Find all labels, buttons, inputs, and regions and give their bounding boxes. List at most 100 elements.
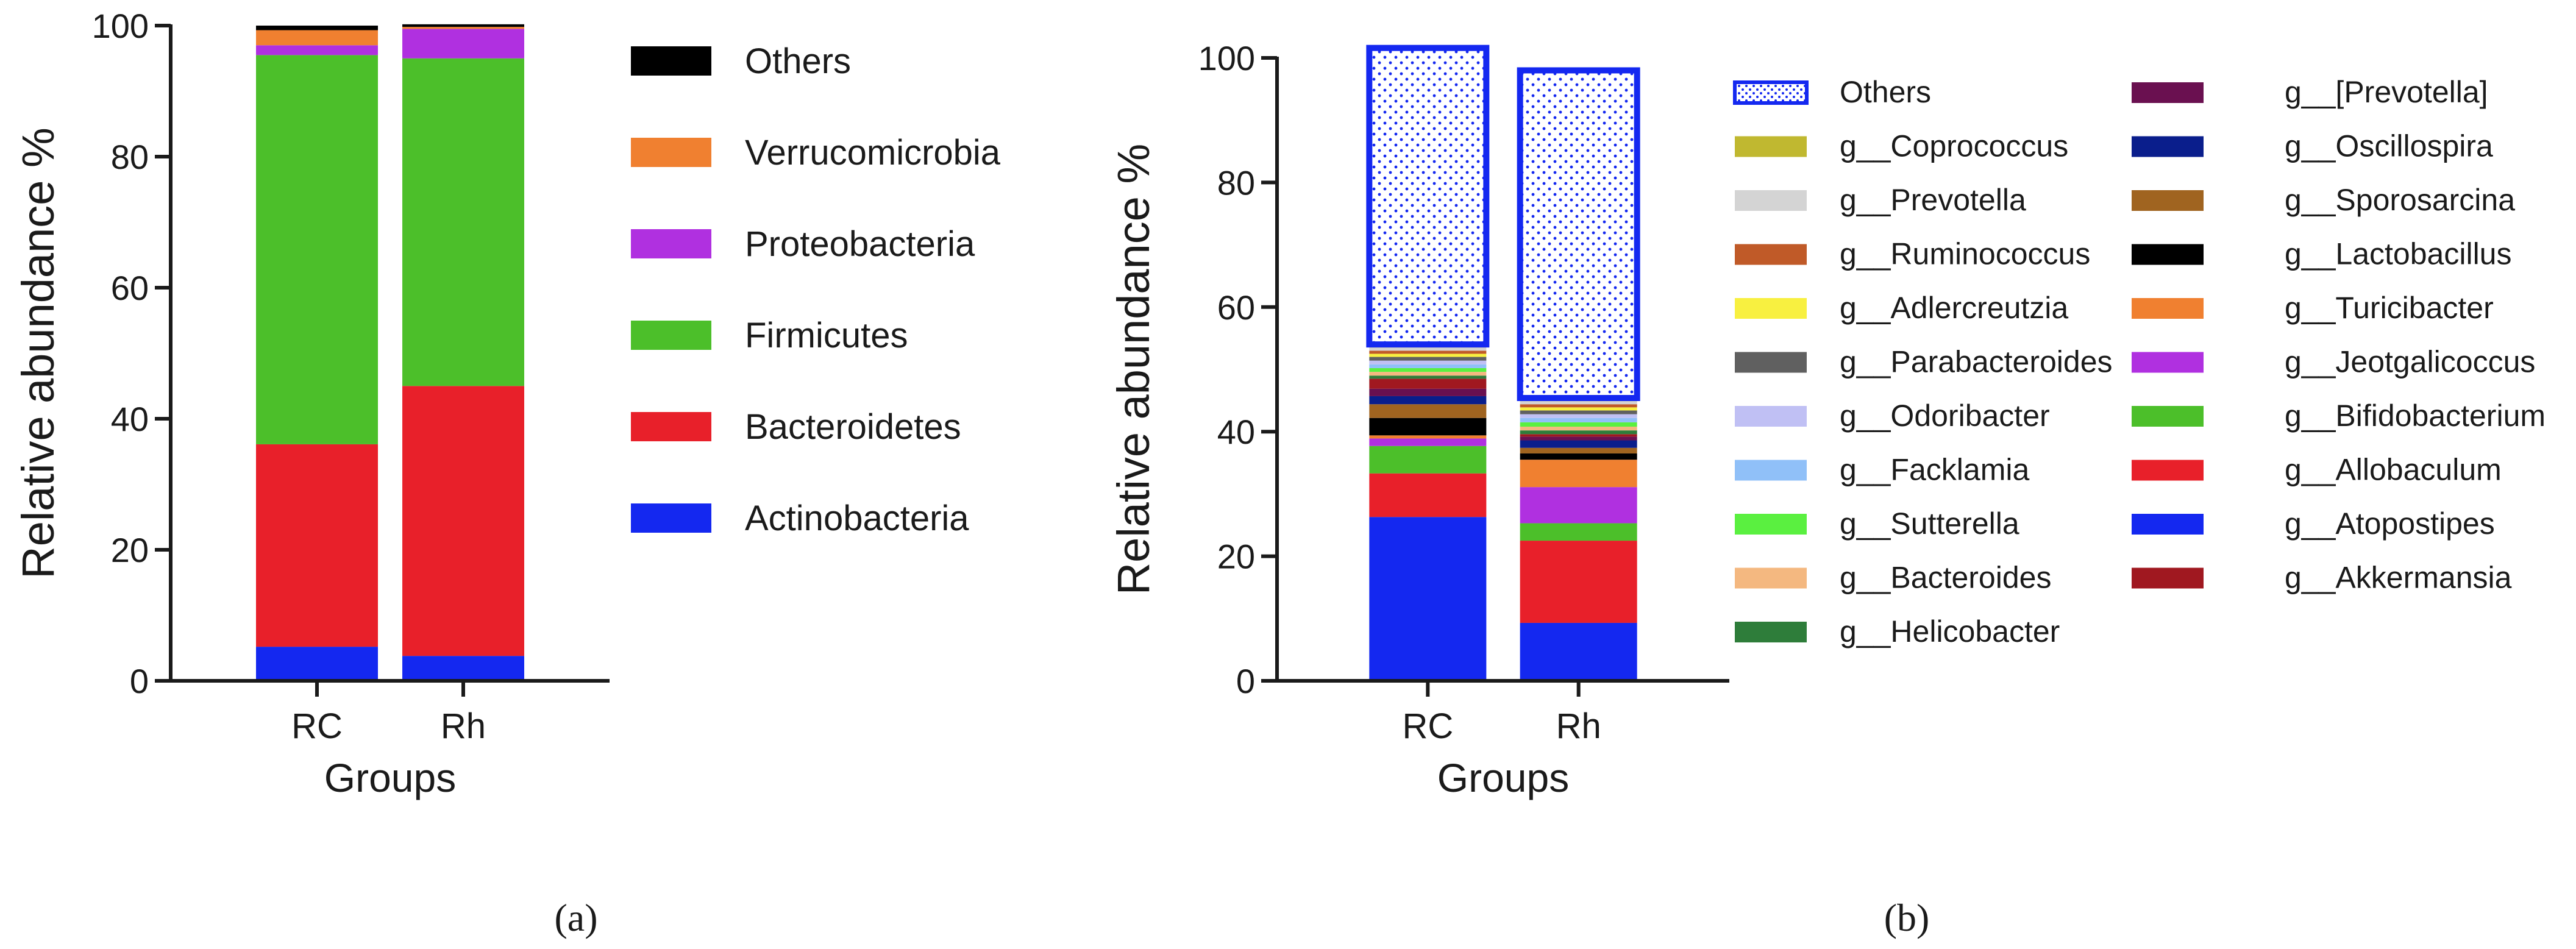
bar-rc-g-bifidobacterium [1369,446,1487,474]
bar-rc-g-helicobacter [1369,375,1487,379]
legend-swatch-g-prevotella [2132,82,2204,103]
legend-swatch-g-facklamia [1735,460,1807,481]
bar-rh-g-sutterella [1520,422,1637,427]
x-tick-label-rh: Rh [1556,706,1601,746]
y-tick-label-60: 60 [1217,288,1255,327]
bar-rh-g-sporosarcina [1520,447,1637,453]
y-tick-label-40: 40 [111,400,149,438]
bar-rc-proteobacteria [256,45,378,55]
bar-rc-g-facklamia [1369,364,1487,368]
bar-rh-g-atopostipes [1520,622,1637,681]
y-tick-label-100: 100 [92,7,149,45]
bar-rc-g-allobaculum [1369,473,1487,517]
bar-rh-g-helicobacter [1520,430,1637,435]
y-tick-label-80: 80 [1217,163,1255,202]
panel-label-b: (b) [1884,896,1930,939]
legend-swatch-g-lactobacillus [2132,244,2204,265]
bar-rc-g-turicibacter [1369,435,1487,439]
legend-label-g-allobaculum: g__Allobaculum [2285,453,2502,487]
legend-label-g-parabacteroides: g__Parabacteroides [1840,345,2113,379]
legend-label-others: Others [745,41,851,81]
legend-label-g-oscillospira: g__Oscillospira [2285,129,2493,163]
bar-rc-g-akkermansia [1369,379,1487,389]
y-tick-label-0: 0 [1236,662,1255,700]
legend-label-actinobacteria: Actinobacteria [745,499,969,538]
legend-label-proteobacteria: Proteobacteria [745,224,975,264]
bar-rc-others [1366,44,1490,348]
bar-rc-g-bacteroides [1369,372,1487,376]
legend-swatch-g-odoribacter [1735,406,1807,427]
bar-rc-g-atopostipes [1369,517,1487,681]
bar-rh-bacteroidetes [402,386,524,656]
legend-swatch-g-jeotgalicoccus [2132,352,2204,373]
legend-swatch-actinobacteria [631,503,711,533]
chart-b: 0 20 40 60 80 100 RC Rh Groups Relative abundance… [1108,39,2546,800]
legend-label-g-coprococcus: g__Coprococcus [1840,129,2068,163]
legend-swatch-g-turicibacter [2132,298,2204,319]
bar-rh-g-oscillospira [1520,440,1637,448]
legend-label-g-jeotgalicoccus: g__Jeotgalicoccus [2285,345,2535,379]
legend-swatch-others [631,46,711,76]
legend-label-verrucomicrobia: Verrucomicrobia [745,133,1001,172]
x-tick-label-rh: Rh [441,706,486,746]
bar-rh-g-ruminococcus [1520,404,1637,408]
y-axis-label: Relative abundance % [1108,144,1159,595]
legend-swatch-g-prevotella [1735,190,1807,211]
legend-swatch-proteobacteria [631,229,711,258]
y-tick-label-40: 40 [1217,413,1255,451]
bar-rc-verrucomicrobia [256,30,378,46]
y-tick-label-80: 80 [111,138,149,176]
legend-label-others: Others [1840,75,1931,109]
bar-rc-firmicutes [256,55,378,444]
legend-label-g-akkermansia: g__Akkermansia [2285,561,2512,595]
bar-rc-g-lactobacillus [1369,418,1487,436]
legend-swatch-g-sporosarcina [2132,190,2204,211]
bar-rc-g-sporosarcina [1369,404,1487,418]
bar-rh-others [1517,67,1640,402]
legend-swatch-g-bacteroides [1735,567,1807,589]
legend-label-g-sporosarcina: g__Sporosarcina [2285,183,2515,217]
bar-rc-g-prevotella [1369,388,1487,396]
legend-swatch-g-oscillospira [2132,136,2204,157]
legend-label-g-odoribacter: g__Odoribacter [1840,399,2050,433]
x-tick-label-rc: RC [291,706,343,746]
legend-label-g-bifidobacterium: g__Bifidobacterium [2285,399,2546,433]
chart-a: 0 20 40 60 80 100 RC Rh Groups Relative abundance… [13,7,1001,800]
legend-swatch-g-allobaculum [2132,460,2204,481]
y-tick-label-0: 0 [130,662,149,700]
bar-rh-g-akkermansia [1520,434,1637,437]
y-tick-label-60: 60 [111,269,149,307]
legend-label-g-turicibacter: g__Turicibacter [2285,291,2494,325]
bar-rh-g-bifidobacterium [1520,523,1637,541]
legend-label-g-helicobacter: g__Helicobacter [1840,614,2060,649]
legend-label-bacteroidetes: Bacteroidetes [745,407,961,447]
bar-rc-g-sutterella [1369,368,1487,372]
legend-swatch-verrucomicrobia [631,138,711,167]
y-tick-label-20: 20 [1217,538,1255,576]
bar-rh-g-odoribacter [1520,414,1637,418]
bar-rc-g-parabacteroides [1369,357,1487,361]
legend-label-g-lactobacillus: g__Lactobacillus [2285,237,2512,271]
legend-swatch-g-coprococcus [1735,136,1807,157]
legend-label-g-adlercreutzia: g__Adlercreutzia [1840,291,2068,325]
bar-rh-g-adlercreutzia [1520,407,1637,411]
bar-rh-proteobacteria [402,29,524,59]
legend-swatch-g-sutterella [1735,514,1807,535]
bar-rc-g-odoribacter [1369,360,1487,364]
legend-swatch-g-akkermansia [2132,567,2204,589]
bar-rh-verrucomicrobia [402,27,524,29]
legend-label-g-sutterella: g__Sutterella [1840,506,2019,541]
legend-swatch-firmicutes [631,321,711,350]
bar-rh-actinobacteria [402,656,524,681]
legend-label-g-bacteroides: g__Bacteroides [1840,561,2051,595]
x-axis-label: Groups [324,755,456,800]
legend-swatch-g-parabacteroides [1735,352,1807,373]
bar-rc-g-oscillospira [1369,396,1487,405]
bar-rc-g-jeotgalicoccus [1369,438,1487,446]
panel-label-a: (a) [554,896,597,939]
legend-label-g-atopostipes: g__Atopostipes [2285,506,2495,541]
legend-label-firmicutes: Firmicutes [745,316,908,355]
bar-rh-g-prevotella [1520,401,1637,405]
bar-rh-g-parabacteroides [1520,410,1637,414]
